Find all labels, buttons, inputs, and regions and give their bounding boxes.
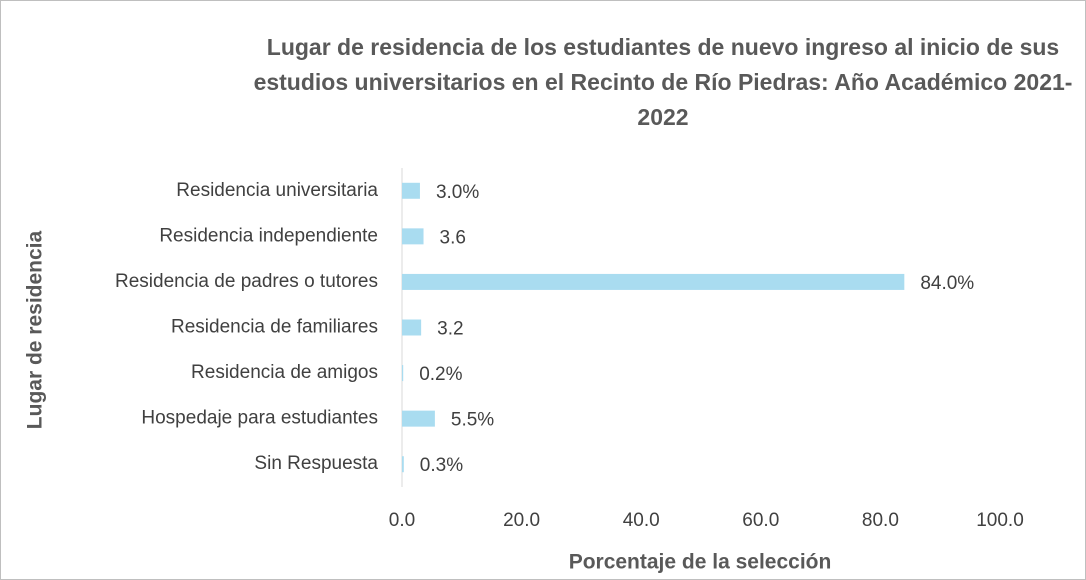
bar (402, 228, 424, 245)
bar (402, 182, 420, 199)
y-axis-title: Lugar de residencia (24, 230, 47, 429)
y-tick-label: Sin Respuesta (254, 453, 378, 474)
x-tick-label: 60.0 (742, 510, 779, 531)
value-label: 3.6 (440, 227, 466, 248)
value-label: 3.2 (437, 319, 463, 340)
y-tick-label: Residencia universitaria (176, 180, 378, 201)
value-label: 84.0% (920, 273, 974, 294)
value-label: 0.2% (419, 364, 462, 385)
bar (402, 365, 404, 382)
y-tick-label: Residencia de amigos (191, 362, 378, 383)
value-label: 3.0% (436, 182, 479, 203)
value-label: 0.3% (420, 455, 463, 476)
y-tick-label: Residencia de familiares (171, 317, 378, 338)
x-tick-label: 40.0 (623, 510, 660, 531)
y-tick-label: Hospedaje para estudiantes (141, 408, 378, 429)
bar (402, 273, 905, 290)
x-tick-label: 20.0 (503, 510, 540, 531)
chart-title: Lugar de residencia de los estudiantes d… (253, 34, 1073, 130)
value-label: 5.5% (451, 410, 494, 431)
x-axis-title: Porcentaje de la selección (569, 551, 832, 574)
x-tick-label: 100.0 (976, 510, 1024, 531)
y-tick-label: Residencia independiente (159, 225, 378, 246)
bar (402, 410, 435, 427)
x-tick-label: 0.0 (389, 510, 415, 531)
bar (402, 456, 404, 473)
x-tick-label: 80.0 (862, 510, 899, 531)
y-tick-label: Residencia de padres o tutores (115, 271, 378, 292)
bar (402, 319, 422, 336)
